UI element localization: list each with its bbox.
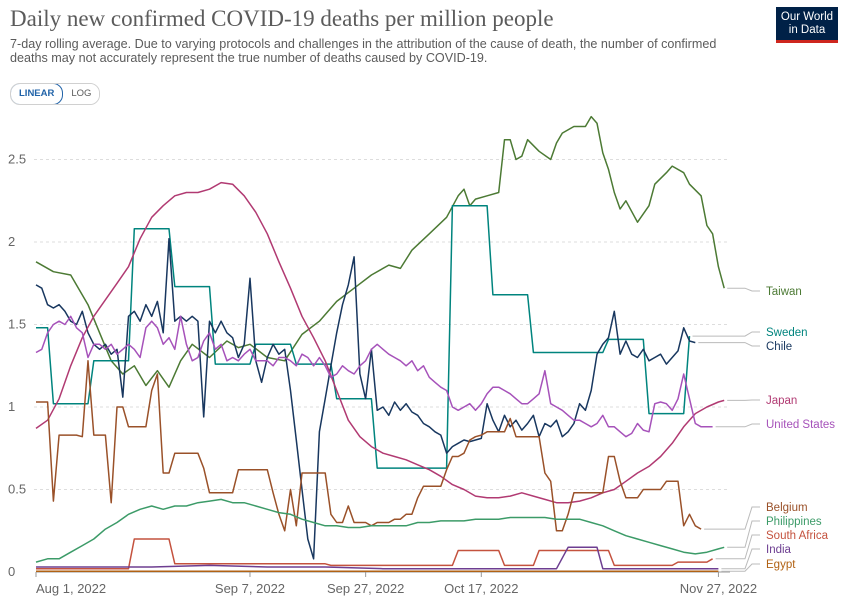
y-tick-label: 2.5 (8, 152, 26, 167)
y-axis-ticks: 0 0.5 1 1.5 2 2.5 (8, 152, 26, 580)
y-tick-label: 2 (8, 234, 15, 249)
label-connector (698, 342, 760, 347)
y-tick-label: 0.5 (8, 482, 26, 497)
series-label-india[interactable]: India (766, 544, 792, 556)
x-tick-label: Oct 17, 2022 (444, 581, 518, 596)
label-connector (715, 423, 760, 428)
label-connector (704, 506, 760, 530)
series-line-taiwan[interactable] (35, 115, 725, 388)
x-axis: Aug 1, 2022 Sep 7, 2022 Sep 27, 2022 Oct 17… (35, 571, 757, 596)
series-label-japan[interactable]: Japan (766, 395, 797, 407)
label-connector (727, 287, 760, 292)
label-connector (715, 534, 760, 560)
y-tick-label: 1.5 (8, 317, 26, 332)
y-tick-label: 1 (8, 399, 15, 414)
series-lines (35, 115, 725, 572)
x-tick-label: Sep 7, 2022 (215, 581, 285, 596)
series-label-chile[interactable]: Chile (766, 341, 792, 353)
series-line-chile[interactable] (35, 237, 696, 560)
series-label-egypt[interactable]: Egypt (766, 559, 796, 571)
series-labels: Taiwan Sweden Chile Japan United States Belgi… (692, 286, 835, 572)
series-line-united-states[interactable] (35, 315, 713, 438)
series-line-philippines[interactable] (35, 498, 725, 563)
label-connector (721, 563, 760, 572)
x-tick-label: Aug 1, 2022 (36, 581, 106, 596)
gridlines (34, 159, 730, 490)
scale-toggle: LINEAR LOG (10, 83, 101, 105)
owid-logo[interactable]: Our World in Data (776, 7, 838, 43)
series-line-japan[interactable] (35, 181, 725, 504)
series-label-south-africa[interactable]: South Africa (766, 530, 829, 542)
series-line-india[interactable] (36, 546, 719, 570)
logo-line-2: in Data (788, 24, 826, 36)
y-tick-label: 0 (8, 564, 15, 579)
x-tick-label: Sep 27, 2022 (327, 581, 404, 596)
logo-line-1: Our World (780, 11, 834, 23)
chart-title: Daily new confirmed COVID-19 deaths per … (10, 6, 554, 31)
series-label-sweden[interactable]: Sweden (766, 327, 808, 339)
series-line-belgium[interactable] (36, 360, 702, 532)
label-connector (721, 548, 760, 570)
series-label-taiwan[interactable]: Taiwan (766, 286, 802, 298)
chart-subtitle: 7-day rolling average. Due to varying pr… (10, 37, 717, 65)
label-connector (727, 520, 760, 548)
series-line-sweden[interactable] (36, 204, 691, 469)
label-connector (692, 331, 760, 337)
series-label-united-states[interactable]: United States (766, 419, 835, 431)
x-tick-label: Nov 27, 2022 (680, 581, 757, 596)
series-label-belgium[interactable]: Belgium (766, 502, 808, 514)
log-scale-button[interactable]: LOG (63, 84, 100, 104)
series-line-south-africa[interactable] (36, 538, 713, 570)
series-label-philippines[interactable]: Philippines (766, 516, 822, 528)
linear-scale-button[interactable]: LINEAR (11, 84, 64, 104)
